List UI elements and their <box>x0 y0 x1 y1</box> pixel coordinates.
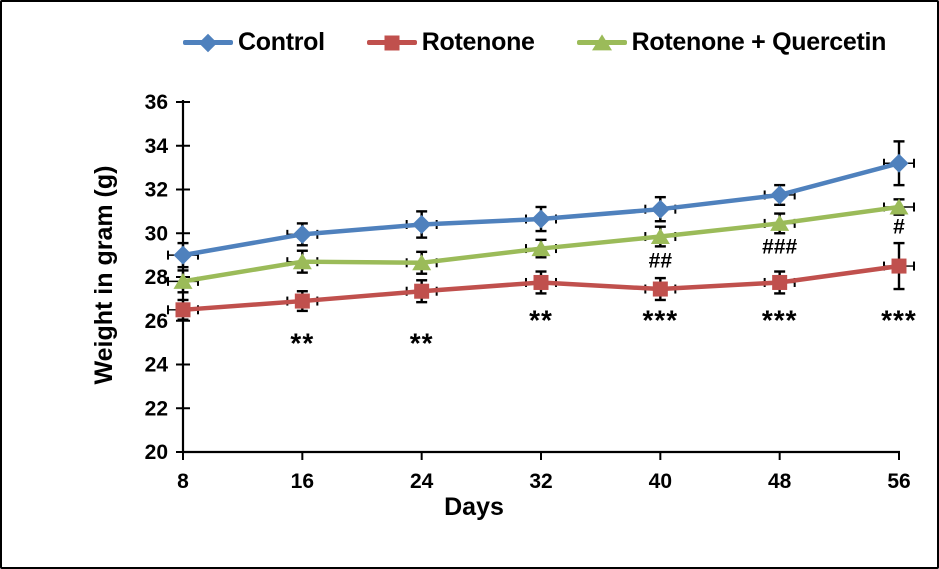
marker-diamond-control <box>173 245 193 265</box>
significance-star-annotation: *** <box>762 304 798 335</box>
y-tick-label: 32 <box>145 179 168 202</box>
x-tick-label: 24 <box>410 470 434 493</box>
x-axis-title: Days <box>444 493 504 521</box>
marker-diamond-control <box>889 153 909 173</box>
significance-star-annotation: ** <box>290 327 314 358</box>
y-tick-label: 28 <box>145 266 169 289</box>
y-tick-label: 26 <box>145 310 168 333</box>
marker-diamond-control <box>770 185 790 205</box>
y-tick-label: 30 <box>145 222 168 245</box>
marker-square-rotenone <box>294 293 310 309</box>
marker-diamond-control <box>531 209 551 229</box>
marker-triangle-rotenone-quercetin <box>770 214 790 231</box>
marker-triangle-rotenone-quercetin <box>531 240 551 257</box>
significance-star-annotation: *** <box>881 304 917 335</box>
marker-diamond-control <box>412 215 432 234</box>
control-diamond-icon <box>183 32 233 54</box>
x-tick-label: 40 <box>649 470 672 493</box>
x-tick-label: 48 <box>768 470 792 493</box>
y-tick-label: 34 <box>145 135 169 158</box>
marker-triangle-rotenone-quercetin <box>292 253 312 270</box>
significance-hash-annotation: ### <box>762 235 797 258</box>
marker-square-rotenone <box>414 283 430 299</box>
marker-triangle-rotenone-quercetin <box>173 272 193 289</box>
marker-square-rotenone <box>652 281 668 297</box>
y-tick-label: 24 <box>145 354 169 377</box>
y-tick-label: 20 <box>145 441 168 464</box>
legend-item-rotenone-quercetin: Rotenone + Quercetin <box>576 28 887 57</box>
legend-item-rotenone: Rotenone <box>366 28 535 57</box>
significance-star-annotation: ** <box>410 327 434 358</box>
x-tick-label: 32 <box>529 470 552 493</box>
marker-square-rotenone <box>533 274 549 290</box>
y-tick-label: 36 <box>145 91 168 114</box>
significance-hash-annotation: ## <box>649 250 673 273</box>
y-axis-title: Weight in gram (g) <box>90 166 118 385</box>
significance-star-annotation: ** <box>529 304 553 335</box>
x-tick-label: 56 <box>887 470 910 493</box>
y-tick-label: 22 <box>145 397 168 420</box>
legend-label-rotenone-quercetin: Rotenone + Quercetin <box>631 28 887 56</box>
legend: Control Rotenone Rotenone + Quercetin <box>183 28 886 57</box>
significance-hash-annotation: # <box>893 216 905 239</box>
legend-item-control: Control <box>183 28 325 57</box>
significance-star-annotation: *** <box>642 304 678 335</box>
marker-square-rotenone <box>175 302 191 318</box>
x-tick-label: 8 <box>177 470 189 493</box>
rotenone-square-icon <box>366 32 417 54</box>
rotenone-quercetin-triangle-icon <box>576 32 627 54</box>
marker-diamond-control <box>292 224 312 244</box>
x-tick-label: 16 <box>291 470 314 493</box>
legend-label-control: Control <box>238 28 325 56</box>
marker-triangle-rotenone-quercetin <box>889 198 909 215</box>
marker-square-rotenone <box>772 274 788 290</box>
marker-triangle-rotenone-quercetin <box>412 254 432 271</box>
marker-square-rotenone <box>891 258 907 274</box>
marker-triangle-rotenone-quercetin <box>650 228 670 245</box>
legend-label-rotenone: Rotenone <box>421 28 535 56</box>
marker-diamond-control <box>650 199 670 219</box>
